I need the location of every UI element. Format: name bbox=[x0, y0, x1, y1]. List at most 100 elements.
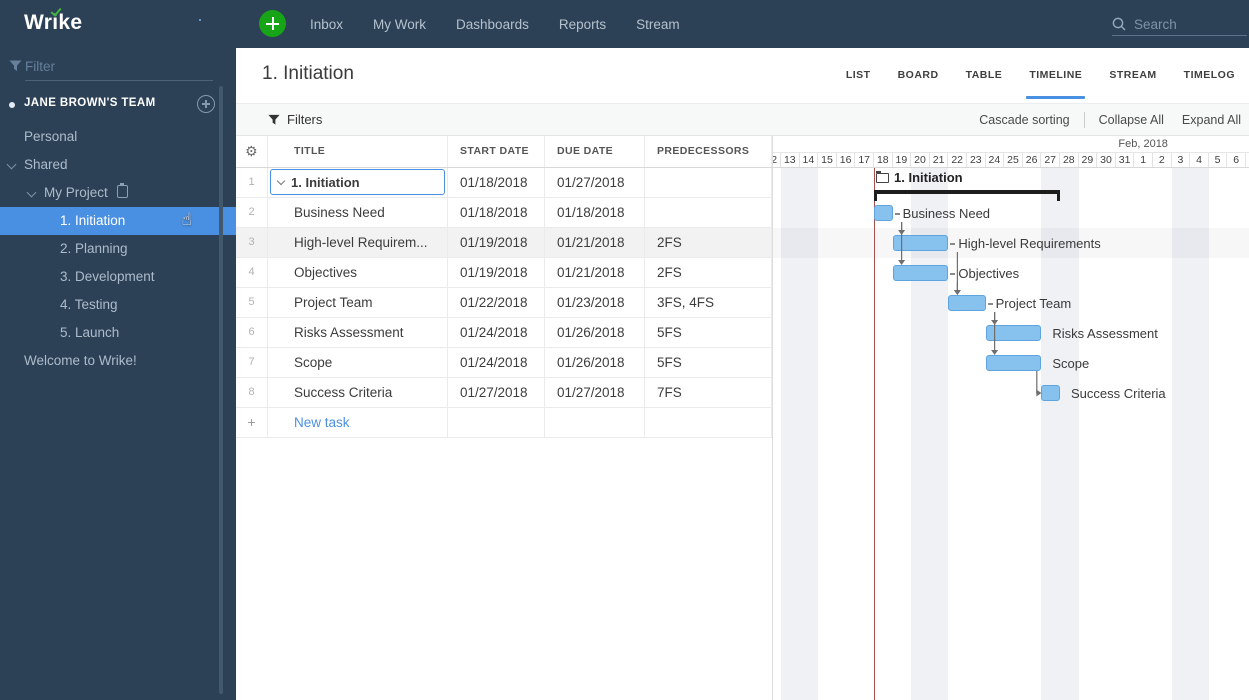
gantt-date-header: Feb, 2018 121314151617181920212223242526… bbox=[773, 136, 1249, 168]
table-row-business-need[interactable]: 2 Business Need 01/18/2018 01/18/2018 bbox=[236, 198, 772, 228]
task-title: Project Team bbox=[294, 295, 373, 310]
table-row-high-level-requirem[interactable]: 3 High-level Requirem... 01/19/2018 01/21/2… bbox=[236, 228, 772, 258]
cell-title: Success Criteria bbox=[268, 378, 448, 407]
expand-all-button[interactable]: Expand All bbox=[1181, 112, 1241, 127]
tab-table[interactable]: TABLE bbox=[965, 69, 1003, 81]
cell-start-date: 01/22/2018 bbox=[448, 288, 545, 317]
team-row[interactable]: JANE BROWN'S TEAM bbox=[0, 88, 236, 122]
global-search[interactable]: Search bbox=[1112, 13, 1247, 36]
new-task-button[interactable]: New task bbox=[268, 408, 448, 437]
tab-board[interactable]: BOARD bbox=[897, 69, 939, 81]
sidebar-scrollbar[interactable] bbox=[219, 86, 223, 694]
chevron-down-icon bbox=[6, 159, 17, 170]
table-row-objectives[interactable]: 4 Objectives 01/19/2018 01/21/2018 2FS bbox=[236, 258, 772, 288]
wrike-logo[interactable]: Wri ke bbox=[24, 5, 83, 35]
nav-item-my-work[interactable]: My Work bbox=[373, 16, 427, 32]
task-bar-business-need[interactable] bbox=[874, 205, 893, 221]
task-bar-risks-assessment[interactable] bbox=[985, 325, 1042, 341]
task-bar-objectives[interactable] bbox=[892, 265, 949, 281]
add-to-team-button[interactable] bbox=[197, 95, 215, 113]
sidebar-filter-input[interactable]: Filter bbox=[25, 54, 213, 81]
create-new-button[interactable] bbox=[259, 10, 286, 37]
task-bar-project-team[interactable] bbox=[948, 295, 986, 311]
day-cell: 1 bbox=[1134, 153, 1153, 167]
project-titlebar: 1. Initiation LIST BOARD TABLE TIMELINE STRE… bbox=[236, 48, 1249, 103]
day-cell: 31 bbox=[1116, 153, 1135, 167]
cursor-icon: ☝ bbox=[181, 210, 192, 230]
column-header-start-date[interactable]: START DATE bbox=[448, 136, 545, 167]
sidebar-tree: Personal Shared My Project 1. Initiation ☝ 2.… bbox=[0, 123, 236, 375]
summary-task-label: 1. Initiation bbox=[875, 170, 963, 185]
column-header-predecessors[interactable]: PREDECESSORS bbox=[645, 136, 772, 167]
table-row-project-team[interactable]: 5 Project Team 01/22/2018 01/23/2018 3FS, 4F… bbox=[236, 288, 772, 318]
row-number: 7 bbox=[236, 348, 268, 377]
new-task-row[interactable]: + New task bbox=[236, 408, 772, 438]
sidebar-item-label: Shared bbox=[24, 157, 68, 172]
table-row-scope[interactable]: 7 Scope 01/24/2018 01/26/2018 5FS bbox=[236, 348, 772, 378]
row-number: 1 bbox=[236, 168, 268, 197]
row-number: 6 bbox=[236, 318, 268, 347]
tab-stream[interactable]: STREAM bbox=[1109, 69, 1157, 81]
task-bar-label: Risks Assessment bbox=[1052, 326, 1157, 341]
nav-item-reports[interactable]: Reports bbox=[558, 16, 607, 32]
collapse-all-button[interactable]: Collapse All bbox=[1098, 112, 1164, 127]
sidebar-item-shared[interactable]: Shared bbox=[0, 151, 236, 179]
weekend-stripe bbox=[1171, 168, 1191, 700]
sidebar: Filter JANE BROWN'S TEAM Personal Shared M… bbox=[0, 48, 236, 700]
task-bar-success-criteria[interactable] bbox=[1041, 385, 1060, 401]
column-settings-button[interactable]: ⚙ bbox=[236, 136, 268, 167]
sidebar-item-label: 1. Initiation bbox=[60, 213, 126, 228]
logo-text-ke: ke bbox=[58, 11, 83, 34]
task-bar-scope[interactable] bbox=[985, 355, 1042, 371]
main-panel: 1. Initiation LIST BOARD TABLE TIMELINE STRE… bbox=[236, 48, 1249, 700]
logo-text-wr: Wr bbox=[24, 11, 53, 34]
day-cell: 27 bbox=[1041, 153, 1060, 167]
new-task-plus-icon[interactable]: + bbox=[236, 408, 268, 437]
cascade-sorting-button[interactable]: Cascade sorting bbox=[979, 112, 1070, 127]
sidebar-item-2-planning[interactable]: 2. Planning bbox=[0, 235, 236, 263]
task-bar-label: Success Criteria bbox=[1071, 386, 1166, 401]
sidebar-item-welcome-to-wrike[interactable]: Welcome to Wrike! bbox=[0, 347, 236, 375]
tab-timelog[interactable]: TIMELOG bbox=[1183, 69, 1235, 81]
cell-start-date: 01/24/2018 bbox=[448, 348, 545, 377]
selected-task-cell[interactable]: 1. Initiation bbox=[270, 169, 445, 195]
cell-predecessors bbox=[645, 168, 772, 197]
summary-bracket[interactable] bbox=[874, 190, 1060, 194]
tab-timeline[interactable]: TIMELINE bbox=[1026, 48, 1086, 103]
tab-list[interactable]: LIST bbox=[845, 69, 871, 81]
cell-start-date: 01/24/2018 bbox=[448, 318, 545, 347]
sidebar-item-label: My Project bbox=[44, 185, 108, 200]
clipboard-icon bbox=[116, 183, 128, 198]
sidebar-item-1-initiation[interactable]: 1. Initiation ☝ bbox=[0, 207, 236, 235]
task-bar-high-level-requirements[interactable] bbox=[892, 235, 949, 251]
day-cell: 20 bbox=[911, 153, 930, 167]
cell-due-date: 01/27/2018 bbox=[545, 168, 645, 197]
table-row-1-initiation[interactable]: 1 1. Initiation 01/18/2018 01/27/2018 bbox=[236, 168, 772, 198]
cell-due-date: 01/27/2018 bbox=[545, 378, 645, 407]
task-bar-label: Project Team bbox=[987, 296, 1071, 311]
weekend-stripe bbox=[1190, 168, 1209, 700]
cell-due-date: 01/26/2018 bbox=[545, 348, 645, 377]
gantt-body: 1. Initiation Business Need High-level Req… bbox=[773, 168, 1249, 700]
nav-item-dashboards[interactable]: Dashboards bbox=[456, 16, 529, 32]
filters-button[interactable]: Filters bbox=[268, 104, 322, 135]
label-connector-dash bbox=[950, 272, 956, 275]
table-row-risks-assessment[interactable]: 6 Risks Assessment 01/24/2018 01/26/2018 5FS bbox=[236, 318, 772, 348]
nav-item-stream[interactable]: Stream bbox=[636, 16, 680, 32]
sidebar-item-4-testing[interactable]: 4. Testing bbox=[0, 291, 236, 319]
sidebar-item-5-launch[interactable]: 5. Launch bbox=[0, 319, 236, 347]
cell-due-date: 01/21/2018 bbox=[545, 228, 645, 257]
day-cell: 22 bbox=[948, 153, 967, 167]
nav-item-inbox[interactable]: Inbox bbox=[310, 16, 344, 32]
weekend-stripe bbox=[911, 168, 930, 700]
table-row-success-criteria[interactable]: 8 Success Criteria 01/27/2018 01/27/2018 7FS bbox=[236, 378, 772, 408]
row-number: 2 bbox=[236, 198, 268, 227]
column-header-title[interactable]: TITLE bbox=[268, 136, 448, 167]
column-header-due-date[interactable]: DUE DATE bbox=[545, 136, 645, 167]
sidebar-item-my-project[interactable]: My Project bbox=[0, 179, 236, 207]
chevron-down-icon bbox=[26, 187, 37, 198]
gantt-chart: Feb, 2018 121314151617181920212223242526… bbox=[772, 136, 1249, 700]
sidebar-item-personal[interactable]: Personal bbox=[0, 123, 236, 151]
cell-predecessors: 7FS bbox=[645, 378, 772, 407]
sidebar-item-3-development[interactable]: 3. Development bbox=[0, 263, 236, 291]
